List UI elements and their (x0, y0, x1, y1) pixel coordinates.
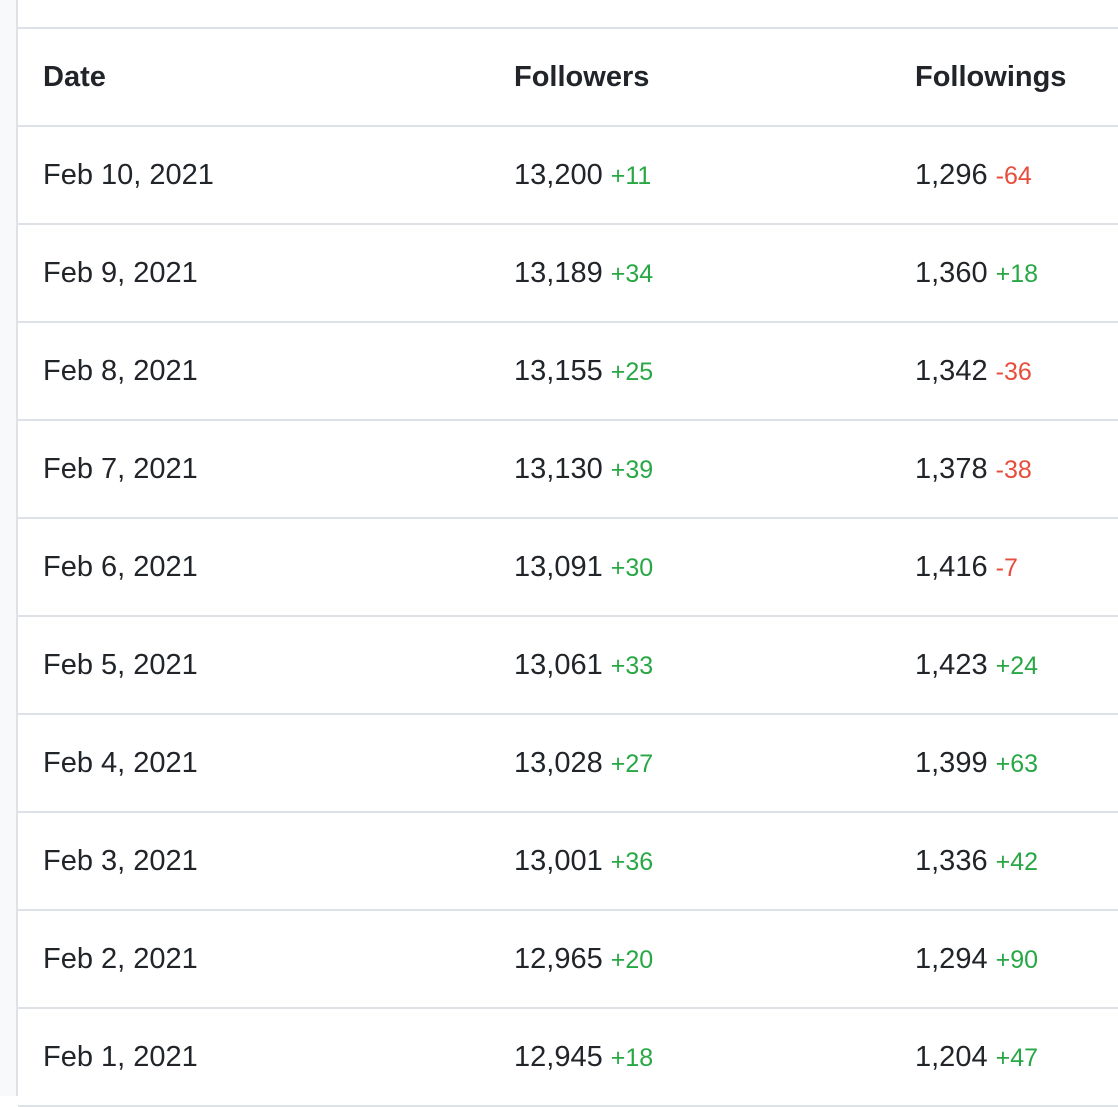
followings-change: -36 (995, 357, 1032, 386)
date-cell: Feb 7, 2021 (18, 420, 489, 519)
followings-change: +63 (995, 749, 1039, 778)
date-cell: Feb 8, 2021 (18, 322, 489, 421)
followers-change: +20 (610, 945, 654, 974)
followers-change: +39 (610, 455, 654, 484)
date-cell: Feb 3, 2021 (18, 812, 489, 911)
followers-cell: 13,091 +30 (489, 518, 890, 617)
followings-count: 1,360 (915, 256, 988, 289)
left-sidebar-edge (0, 0, 18, 1096)
date-cell: Feb 9, 2021 (18, 224, 489, 323)
table-row: Feb 8, 2021 13,155 +25 1,342 -36 (18, 322, 1118, 421)
followers-cell: 13,155 +25 (489, 322, 890, 421)
followers-change: +36 (610, 847, 654, 876)
followings-cell: 1,336 +42 (890, 812, 1118, 911)
date-cell: Feb 6, 2021 (18, 518, 489, 617)
followings-count: 1,336 (915, 844, 988, 877)
table-top-spacer (18, 0, 1118, 29)
followings-change: +90 (995, 945, 1039, 974)
table-row: Feb 4, 2021 13,028 +27 1,399 +63 (18, 714, 1118, 813)
followers-cell: 13,061 +33 (489, 616, 890, 715)
date-cell: Feb 10, 2021 (18, 126, 489, 225)
followers-cell: 13,028 +27 (489, 714, 890, 813)
followers-cell: 13,189 +34 (489, 224, 890, 323)
followings-count: 1,378 (915, 452, 988, 485)
followings-count: 1,416 (915, 550, 988, 583)
table-row: Feb 9, 2021 13,189 +34 1,360 +18 (18, 224, 1118, 323)
followers-count: 13,189 (514, 256, 603, 289)
table-row: Feb 5, 2021 13,061 +33 1,423 +24 (18, 616, 1118, 715)
followers-change: +33 (610, 651, 654, 680)
followers-change: +25 (610, 357, 654, 386)
followers-count: 13,200 (514, 158, 603, 191)
followings-count: 1,296 (915, 158, 988, 191)
followers-count: 12,965 (514, 942, 603, 975)
table-row: Feb 10, 2021 13,200 +11 1,296 -64 (18, 126, 1118, 225)
followings-cell: 1,342 -36 (890, 322, 1118, 421)
date-cell: Feb 1, 2021 (18, 1008, 489, 1107)
followers-change: +18 (610, 1043, 654, 1072)
followings-cell: 1,360 +18 (890, 224, 1118, 323)
header-followers: Followers (489, 29, 890, 127)
followers-cell: 13,001 +36 (489, 812, 890, 911)
followings-cell: 1,294 +90 (890, 910, 1118, 1009)
date-cell: Feb 4, 2021 (18, 714, 489, 813)
followers-count: 13,028 (514, 746, 603, 779)
followings-change: -38 (995, 455, 1032, 484)
followings-cell: 1,416 -7 (890, 518, 1118, 617)
followings-change: +42 (995, 847, 1039, 876)
followers-count: 13,061 (514, 648, 603, 681)
followings-count: 1,294 (915, 942, 988, 975)
followings-change: +47 (995, 1043, 1039, 1072)
followers-history-table: Date Followers Followings Feb 10, 2021 13… (18, 29, 1118, 1107)
table-body: Feb 10, 2021 13,200 +11 1,296 -64 Feb 9, 20… (18, 126, 1118, 1107)
followers-cell: 13,200 +11 (489, 126, 890, 225)
followers-change: +27 (610, 749, 654, 778)
followings-count: 1,204 (915, 1040, 988, 1073)
header-date: Date (18, 29, 489, 127)
followers-count: 13,130 (514, 452, 603, 485)
table-header-row: Date Followers Followings (18, 29, 1118, 127)
followings-cell: 1,423 +24 (890, 616, 1118, 715)
followings-cell: 1,204 +47 (890, 1008, 1118, 1107)
followings-change: +24 (995, 651, 1039, 680)
followers-change: +11 (610, 161, 652, 190)
followings-count: 1,399 (915, 746, 988, 779)
table-row: Feb 3, 2021 13,001 +36 1,336 +42 (18, 812, 1118, 911)
followings-change: -7 (995, 553, 1018, 582)
header-followings: Followings (890, 29, 1118, 127)
table-row: Feb 2, 2021 12,965 +20 1,294 +90 (18, 910, 1118, 1009)
followings-cell: 1,378 -38 (890, 420, 1118, 519)
followers-cell: 12,965 +20 (489, 910, 890, 1009)
stats-table-container: Date Followers Followings Feb 10, 2021 13… (18, 0, 1118, 1107)
table-row: Feb 7, 2021 13,130 +39 1,378 -38 (18, 420, 1118, 519)
followings-count: 1,342 (915, 354, 988, 387)
followers-count: 13,155 (514, 354, 603, 387)
followers-change: +34 (610, 259, 654, 288)
date-cell: Feb 2, 2021 (18, 910, 489, 1009)
followers-count: 13,001 (514, 844, 603, 877)
followings-change: +18 (995, 259, 1039, 288)
date-cell: Feb 5, 2021 (18, 616, 489, 715)
followers-cell: 13,130 +39 (489, 420, 890, 519)
followers-change: +30 (610, 553, 654, 582)
followers-count: 12,945 (514, 1040, 603, 1073)
followers-cell: 12,945 +18 (489, 1008, 890, 1107)
table-row: Feb 6, 2021 13,091 +30 1,416 -7 (18, 518, 1118, 617)
followings-cell: 1,399 +63 (890, 714, 1118, 813)
followings-cell: 1,296 -64 (890, 126, 1118, 225)
followers-count: 13,091 (514, 550, 603, 583)
followings-change: -64 (995, 161, 1032, 190)
followings-count: 1,423 (915, 648, 988, 681)
table-row: Feb 1, 2021 12,945 +18 1,204 +47 (18, 1008, 1118, 1107)
